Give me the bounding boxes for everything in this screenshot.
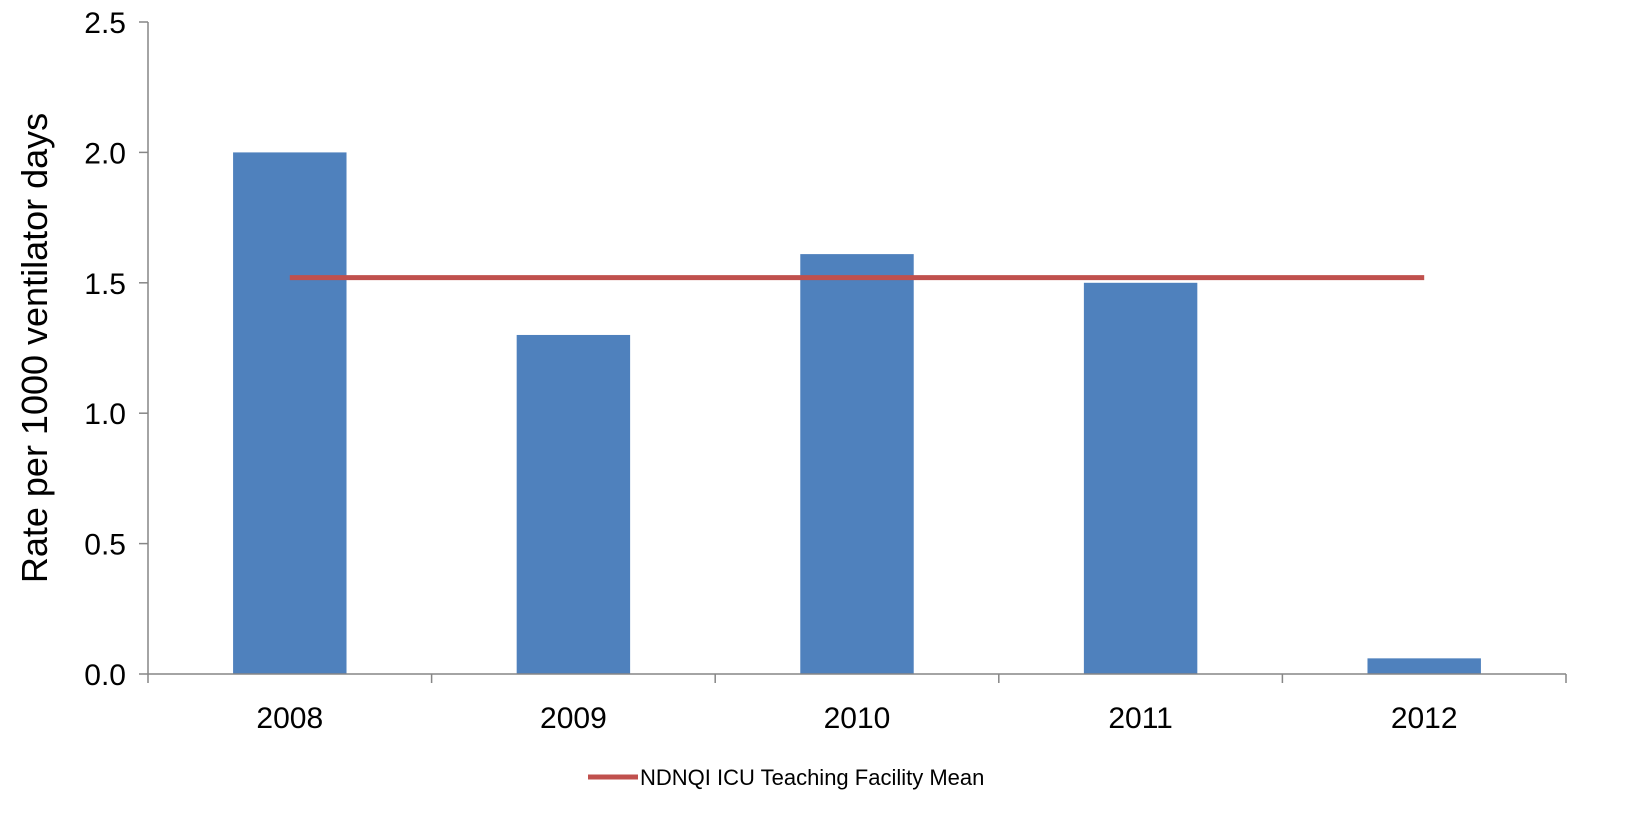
x-tick-label: 2011	[1108, 702, 1173, 735]
y-tick-label: 2.0	[84, 137, 126, 170]
bar-2012	[1367, 658, 1481, 674]
bar-2008	[233, 152, 347, 674]
axes-layer	[139, 21, 1567, 683]
x-tick-label: 2012	[1391, 702, 1458, 735]
bar-2011	[1083, 282, 1198, 674]
bars-layer	[233, 152, 1481, 674]
y-tick-label: 0.0	[84, 659, 126, 692]
y-tick-label: 0.5	[84, 529, 126, 562]
bar-2010	[800, 254, 914, 674]
y-tick-label: 1.0	[84, 398, 126, 431]
legend-label: NDNQI ICU Teaching Facility Mean	[640, 765, 984, 790]
x-tick-label: 2010	[824, 702, 891, 735]
legend: NDNQI ICU Teaching Facility Mean	[588, 765, 984, 790]
bar-2009	[516, 334, 631, 674]
y-tick-label: 1.5	[84, 268, 126, 301]
x-tick-label: 2008	[256, 702, 323, 735]
labels-layer: 0.0 0.5 1.0 1.5 2.0 2.5 2008 2009 2010 2011 2012	[84, 7, 1457, 735]
x-tick-label: 2009	[540, 702, 607, 735]
y-axis-title: Rate per 1000 ventilator days	[14, 113, 55, 583]
y-tick-label: 2.5	[84, 7, 126, 40]
